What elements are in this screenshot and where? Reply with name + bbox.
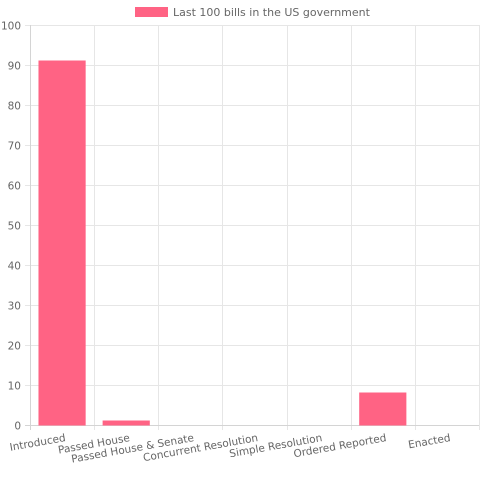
- y-tick-label: 70: [8, 141, 21, 153]
- y-tick-label: 100: [1, 21, 21, 33]
- y-tick-label: 60: [8, 181, 21, 193]
- y-tick-label: 40: [8, 261, 21, 273]
- bar-ordered-reported[interactable]: [359, 392, 407, 426]
- y-tick-label: 0: [14, 421, 21, 433]
- bar-introduced[interactable]: [38, 60, 86, 426]
- y-tick-label: 90: [8, 61, 21, 73]
- y-tick-label: 80: [8, 101, 21, 113]
- legend[interactable]: Last 100 bills in the US government: [135, 6, 371, 19]
- grid: [25, 25, 480, 430]
- y-tick-label: 50: [8, 221, 21, 233]
- legend-swatch: [135, 7, 168, 17]
- y-tick-label: 10: [8, 381, 21, 393]
- legend-label: Last 100 bills in the US government: [173, 6, 371, 19]
- bars: [38, 60, 407, 426]
- y-tick-label: 30: [8, 301, 21, 313]
- y-tick-label: 20: [8, 341, 21, 353]
- bar-passed-house[interactable]: [102, 420, 150, 426]
- y-axis-ticks: 0 10 20 30 40 50 60 70 80 90 100: [1, 21, 21, 433]
- x-tick-label: Enacted: [407, 432, 451, 451]
